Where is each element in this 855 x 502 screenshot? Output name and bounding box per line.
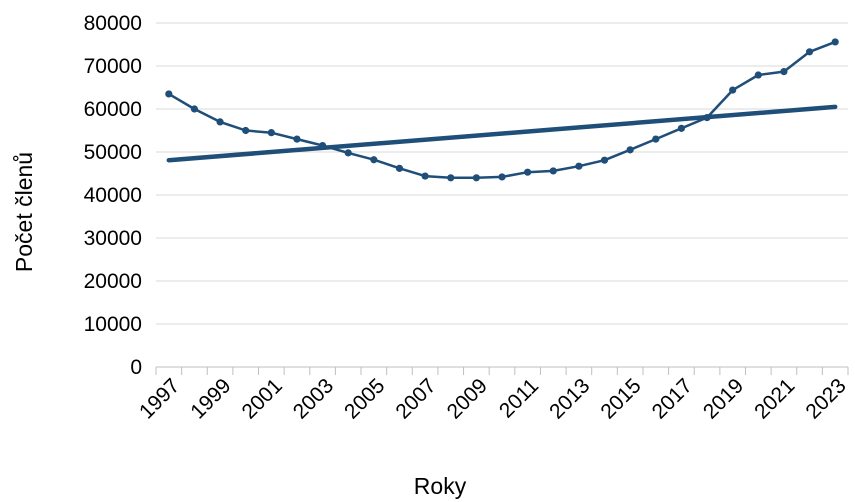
data-series-line: [168, 40, 836, 180]
data-point: [831, 38, 839, 46]
data-point: [754, 71, 762, 79]
data-point: [729, 86, 737, 94]
x-tick-label: 2023: [801, 374, 850, 423]
data-point: [190, 105, 199, 113]
data-point: [524, 168, 532, 176]
x-tick-label: 2009: [443, 374, 492, 423]
x-tick-label: 2017: [648, 374, 697, 423]
data-point: [472, 174, 480, 182]
x-tick-label: 2021: [750, 374, 799, 423]
data-point: [165, 90, 173, 98]
x-tick-label: 1999: [186, 374, 235, 423]
y-axis-title: Počet členů: [11, 152, 37, 272]
data-point: [600, 156, 609, 164]
data-point: [370, 156, 378, 164]
data-point: [626, 146, 634, 154]
x-tick-label: 2015: [596, 374, 645, 423]
x-tick-label: 2013: [545, 374, 594, 423]
x-tick-label: 2011: [495, 374, 543, 422]
data-point: [575, 162, 583, 170]
y-tick-label: 70000: [84, 55, 142, 78]
y-tick-label: 30000: [84, 227, 142, 250]
y-tick-label: 10000: [84, 313, 142, 336]
data-point: [344, 149, 352, 157]
data-point: [677, 124, 686, 132]
x-axis-title: Roky: [414, 473, 467, 499]
x-tick-label: 2019: [699, 374, 748, 423]
data-point: [805, 48, 814, 56]
data-point: [549, 167, 557, 175]
data-point: [652, 135, 660, 143]
data-point: [447, 174, 455, 182]
y-tick-label: 0: [130, 356, 142, 379]
data-point: [780, 67, 788, 76]
y-tick-label: 80000: [84, 12, 142, 35]
data-point: [498, 173, 506, 181]
x-tick-label: 2001: [238, 374, 287, 423]
trendline: [166, 104, 838, 163]
data-point: [421, 172, 429, 180]
data-point: [267, 129, 275, 137]
data-point: [293, 135, 301, 143]
data-point: [216, 118, 224, 126]
series-group: [165, 38, 839, 182]
y-tick-label: 20000: [84, 270, 142, 293]
data-point: [242, 126, 250, 135]
y-tick-label: 40000: [84, 184, 142, 207]
tick-labels: 0 10000 20000 30000 40000 50000 60000 70000 8000…: [84, 12, 851, 424]
axes: [155, 366, 849, 375]
data-point: [395, 164, 404, 172]
x-tick-label: 2007: [391, 374, 440, 423]
y-tick-label: 50000: [84, 141, 142, 164]
x-tick-label: 2005: [340, 374, 389, 423]
x-tick-label: 1997: [135, 374, 184, 423]
y-tick-label: 60000: [84, 98, 142, 121]
x-tick-label: 2003: [289, 374, 338, 423]
